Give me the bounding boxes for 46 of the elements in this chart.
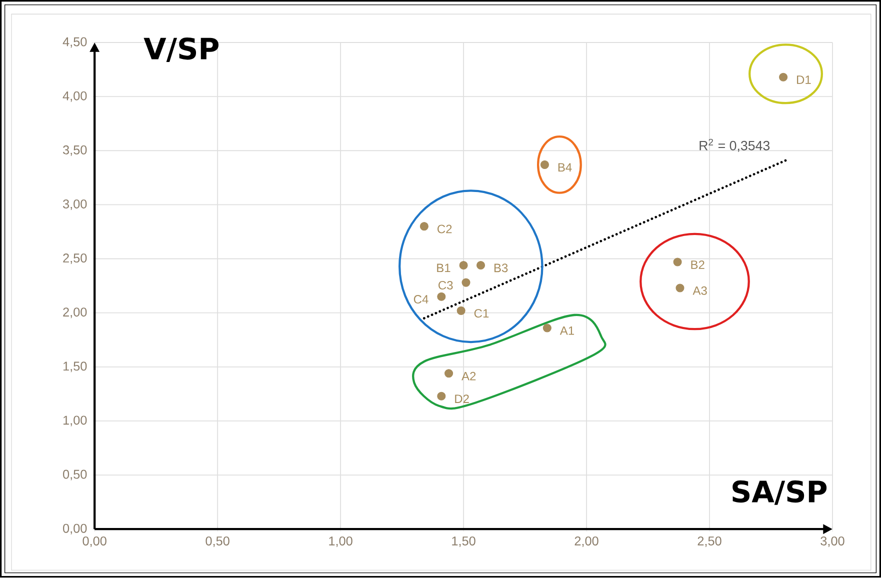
x-tick-label: 3,00 [820,536,844,548]
data-label: C3 [438,281,453,290]
point [673,258,682,266]
point [420,222,428,231]
point [444,369,454,378]
data-label: C1 [474,309,489,318]
point [459,261,468,270]
y-tick-label: 1,50 [63,362,87,372]
data-label: C2 [438,224,452,234]
y-tick-label: 4,00 [62,92,87,102]
x-tick-label: 2,50 [698,536,722,548]
point [462,278,470,288]
point [456,306,466,316]
point [676,284,684,292]
data-label: C4 [414,295,428,304]
data-label: A3 [692,286,707,296]
x-tick-label: 1,50 [452,536,476,548]
point [476,261,486,270]
data-label: A1 [560,326,574,335]
point [542,324,552,332]
data-label: B1 [437,264,450,272]
point [437,292,446,302]
y-tick-label: 3,50 [63,146,87,156]
x-tick-label: 1,00 [329,536,352,548]
data-label: A2 [462,372,476,380]
point [779,73,788,82]
y-tick-label: 3,00 [63,200,87,210]
data-label: B3 [494,264,508,272]
annotation: R$^{2}$ = 0,3543 [700,139,770,152]
y-tick-label: 1,00 [63,416,87,426]
y-tick-label: 4,50 [62,37,87,48]
data-label: D1 [797,76,811,84]
y-tick-label: 0,50 [63,470,87,480]
x-tick-label: 2,00 [574,536,598,548]
point [540,160,549,170]
data-label: D2 [455,394,469,404]
x-tick-label: 0,00 [82,536,106,548]
y-tick-label: 2,50 [63,254,87,264]
data-label: B2 [691,260,704,270]
x-tick-label: 0,50 [206,536,230,548]
y-axis-title: V/SP [144,38,218,62]
x-axis-title: SA/SP [732,480,827,506]
y-tick-label: 2,00 [63,308,87,318]
point [437,392,446,401]
y-tick-label: 0,00 [63,524,87,535]
data-label: B4 [558,163,572,172]
